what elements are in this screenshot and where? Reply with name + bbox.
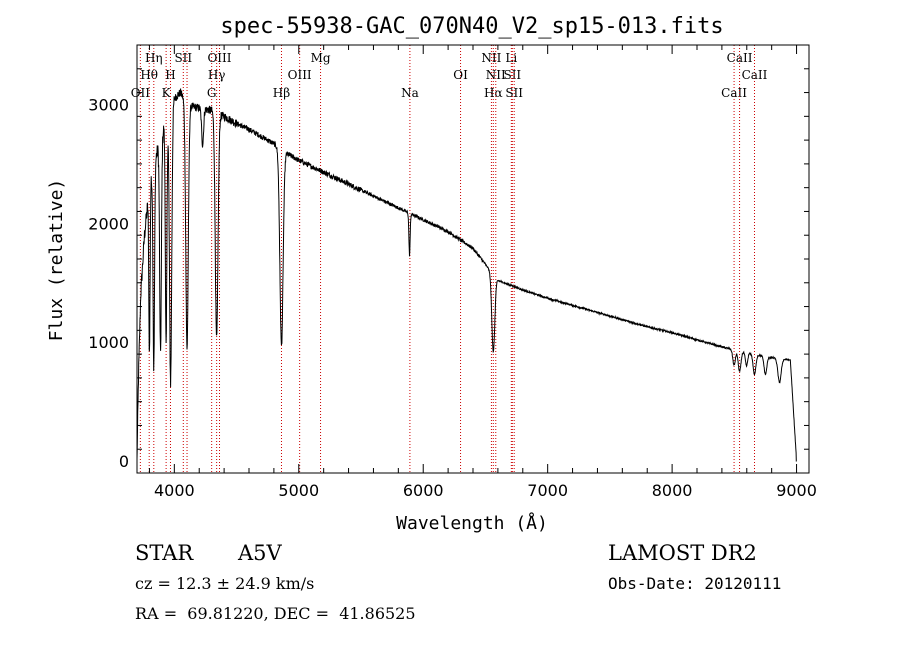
- line-marker-label: CaII: [721, 86, 747, 100]
- line-markers: OIIHθHηKHSIIGHγOIIIHβOIIIMgNaOINIIHαNIIL…: [131, 45, 768, 473]
- survey-name: LAMOST DR2: [608, 541, 757, 565]
- line-marker-label: Hα: [484, 86, 503, 100]
- line-marker-label: Hθ: [140, 68, 158, 82]
- spectrum-line: [136, 88, 797, 462]
- line-marker-label: H: [165, 68, 175, 82]
- y-tick-label: 1000: [88, 333, 129, 352]
- line-marker-label: Hγ: [208, 68, 226, 82]
- line-marker-label: Hη: [145, 51, 163, 65]
- y-tick-labels: 0 1000 2000 3000: [88, 95, 129, 471]
- y-tick-label: 0: [119, 452, 129, 471]
- line-marker-label: SII: [503, 68, 521, 82]
- line-marker-label: OIII: [288, 68, 312, 82]
- observation-date: Obs-Date: 20120111: [608, 574, 782, 593]
- plot-frame: [136, 44, 810, 474]
- x-tick-labels: 4000 5000 6000 7000 8000 9000: [154, 481, 817, 500]
- line-marker-label: K: [162, 86, 172, 100]
- line-marker-label: G: [207, 86, 217, 100]
- line-marker-label: SII: [174, 51, 192, 65]
- line-marker-label: CaII: [742, 68, 768, 82]
- sky-coordinates: RA = 69.81220, DEC = 41.86525: [135, 604, 416, 623]
- x-tick-label: 6000: [403, 481, 444, 500]
- line-marker-label: SII: [505, 86, 523, 100]
- x-tick-label: 4000: [154, 481, 195, 500]
- x-tick-label: 7000: [527, 481, 568, 500]
- x-tick-label: 8000: [652, 481, 693, 500]
- x-axis-label: Wavelength (Å): [396, 512, 548, 534]
- line-marker-label: OIII: [207, 51, 231, 65]
- line-marker-label: NII: [481, 51, 501, 65]
- line-marker-label: NII: [486, 68, 506, 82]
- object-class: STAR: [135, 541, 194, 565]
- line-marker-label: Na: [401, 86, 419, 100]
- x-tick-label: 9000: [776, 481, 817, 500]
- line-marker-label: OI: [453, 68, 468, 82]
- line-marker-label: Mg: [311, 51, 331, 65]
- y-tick-label: 3000: [88, 95, 129, 114]
- y-axis-label: Flux (relative): [46, 179, 67, 342]
- axis-ticks: [137, 44, 809, 474]
- line-marker-label: CaII: [727, 51, 753, 65]
- y-tick-label: 2000: [88, 214, 129, 233]
- line-marker-label: Hβ: [273, 86, 290, 100]
- spectral-subclass: A5V: [238, 541, 282, 565]
- x-tick-label: 5000: [278, 481, 319, 500]
- redshift-value: cz = 12.3 ± 24.9 km/s: [135, 574, 315, 593]
- chart-title: spec-55938-GAC_070N40_V2_sp15-013.fits: [220, 14, 723, 39]
- line-marker-label: Li: [505, 51, 517, 65]
